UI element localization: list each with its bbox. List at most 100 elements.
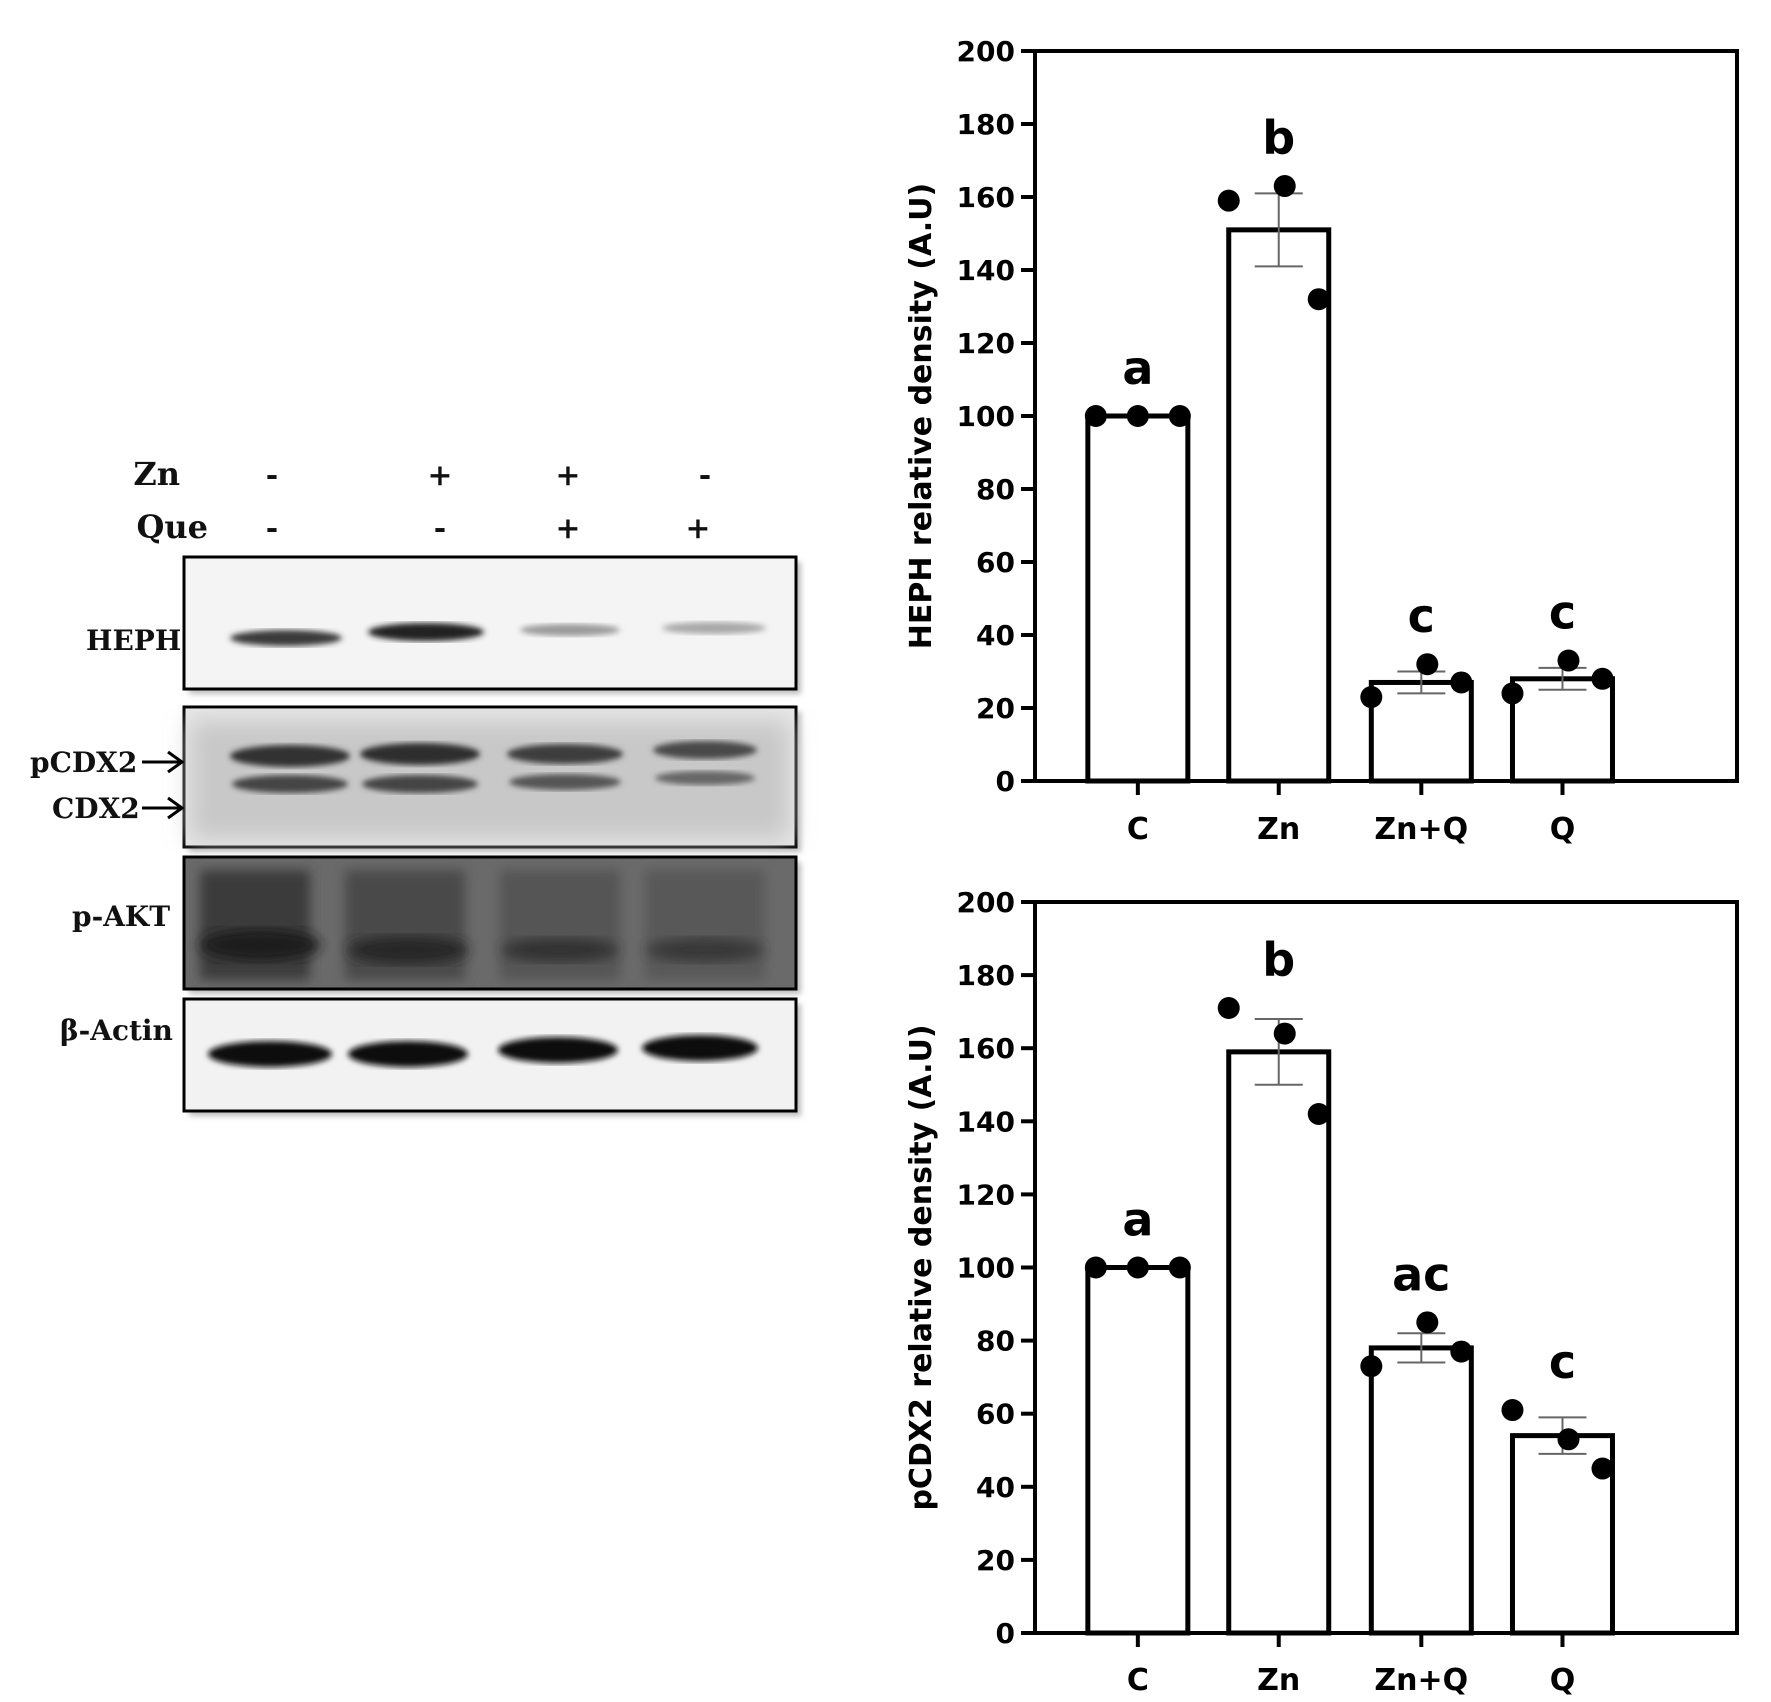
data-point (1360, 686, 1383, 709)
pcdx2-chart: 0 20 40 60 80 100 120 140 160 180 200 pCDX2 relativ… (904, 886, 1739, 1698)
bar (1368, 1345, 1474, 1636)
que-sign-lane-2: - (434, 511, 446, 546)
band (348, 1041, 468, 1067)
data-point (1557, 1428, 1580, 1451)
band (642, 1035, 758, 1061)
bar (1226, 1049, 1332, 1636)
y-axis-label: HEPH relative density (A.U) (904, 183, 939, 649)
data-point (1084, 405, 1107, 427)
y-axis-label: pCDX2 relative density (A.U) (904, 1024, 939, 1510)
y-tick-label: 60 (976, 1398, 1015, 1431)
y-tick-label: 180 (957, 959, 1015, 992)
data-point (1217, 189, 1240, 212)
heph-chart: 0 20 40 60 80 100 120 140 160 180 200 HEPH relative… (904, 35, 1739, 847)
data-point (1168, 405, 1191, 427)
que-sign-lane-3: + (555, 511, 580, 546)
band (362, 775, 478, 793)
x-tick-label: C (1127, 1663, 1149, 1698)
que-sign-lane-4: + (685, 511, 710, 546)
data-point (1591, 1457, 1614, 1480)
y-tick-label: 60 (976, 546, 1015, 579)
band (509, 774, 621, 790)
band (662, 622, 766, 634)
band (208, 1041, 332, 1067)
treatment-label-que: Que (137, 508, 209, 546)
significance-label: b (1262, 111, 1295, 165)
y-tick-label: 160 (957, 1032, 1015, 1065)
y-tick-label: 200 (957, 886, 1015, 919)
data-point (1126, 405, 1149, 427)
y-tick-label: 20 (976, 692, 1015, 725)
bar (1509, 676, 1615, 784)
bar (1368, 679, 1474, 784)
y-tick-label: 0 (996, 765, 1015, 798)
significance-label: c (1549, 586, 1576, 640)
zn-sign-lane-2: + (427, 458, 452, 493)
band (232, 775, 348, 793)
x-tick-label: Q (1550, 1663, 1576, 1698)
x-tick-label: Zn (1257, 1663, 1300, 1698)
bar (1226, 227, 1332, 784)
band (647, 938, 763, 962)
y-tick-label: 80 (976, 1325, 1015, 1358)
data-point (1307, 1102, 1330, 1125)
y-tick-label: 180 (957, 108, 1015, 141)
data-point (1416, 653, 1439, 676)
que-sign-lane-1: - (266, 511, 278, 546)
significance-label: a (1122, 341, 1153, 395)
band (368, 623, 484, 641)
blot-panel-cdx2 (182, 705, 801, 852)
zn-sign-lane-1: - (266, 458, 278, 493)
y-tick-label: 0 (996, 1617, 1015, 1650)
blot-label-heph: HEPH (86, 624, 181, 657)
y-tick-label: 100 (957, 400, 1015, 433)
data-point (1168, 1256, 1191, 1279)
y-tick-label: 20 (976, 1544, 1015, 1577)
data-point (1416, 1311, 1439, 1334)
blot-label-cdx2: CDX2 (52, 792, 140, 825)
y-tick-label: 120 (957, 327, 1015, 360)
band (520, 624, 620, 636)
band (230, 630, 342, 646)
data-point (1501, 1399, 1524, 1422)
data-point (1217, 996, 1240, 1019)
band (655, 771, 755, 785)
y-tick-label: 40 (976, 619, 1015, 652)
y-tick-label: 160 (957, 181, 1015, 214)
y-tick-label: 120 (957, 1178, 1015, 1211)
western-blot: Zn Que - + + - - - + + HEPH (30, 455, 801, 1116)
x-tick-label: Zn (1257, 812, 1300, 847)
band (230, 745, 350, 767)
bar (1085, 1265, 1191, 1636)
bar (1085, 413, 1191, 784)
band (360, 743, 480, 765)
band (507, 744, 623, 764)
y-tick-label: 80 (976, 473, 1015, 506)
data-point (1591, 667, 1614, 690)
x-tick-label: Zn+Q (1374, 812, 1468, 847)
data-point (1557, 649, 1580, 672)
data-point (1450, 671, 1473, 694)
band (502, 938, 618, 962)
treatment-label-zn: Zn (133, 455, 180, 493)
data-point (1307, 288, 1330, 311)
significance-label: a (1122, 1193, 1153, 1247)
data-point (1360, 1355, 1383, 1378)
y-tick-label: 100 (957, 1252, 1015, 1285)
y-tick-label: 200 (957, 35, 1015, 68)
x-tick-label: C (1127, 812, 1149, 847)
significance-label: c (1408, 589, 1435, 643)
y-tick-label: 140 (957, 1105, 1015, 1138)
x-tick-label: Q (1550, 812, 1576, 847)
blot-panel-heph (182, 555, 801, 694)
data-point (1273, 1022, 1296, 1045)
significance-label: c (1549, 1335, 1576, 1389)
data-point (1273, 175, 1296, 198)
data-point (1501, 682, 1524, 705)
arrow-icon (142, 796, 185, 820)
band (200, 929, 320, 961)
data-point (1084, 1256, 1107, 1279)
significance-label: b (1262, 933, 1295, 987)
blot-label-pakt: p-AKT (72, 900, 170, 933)
